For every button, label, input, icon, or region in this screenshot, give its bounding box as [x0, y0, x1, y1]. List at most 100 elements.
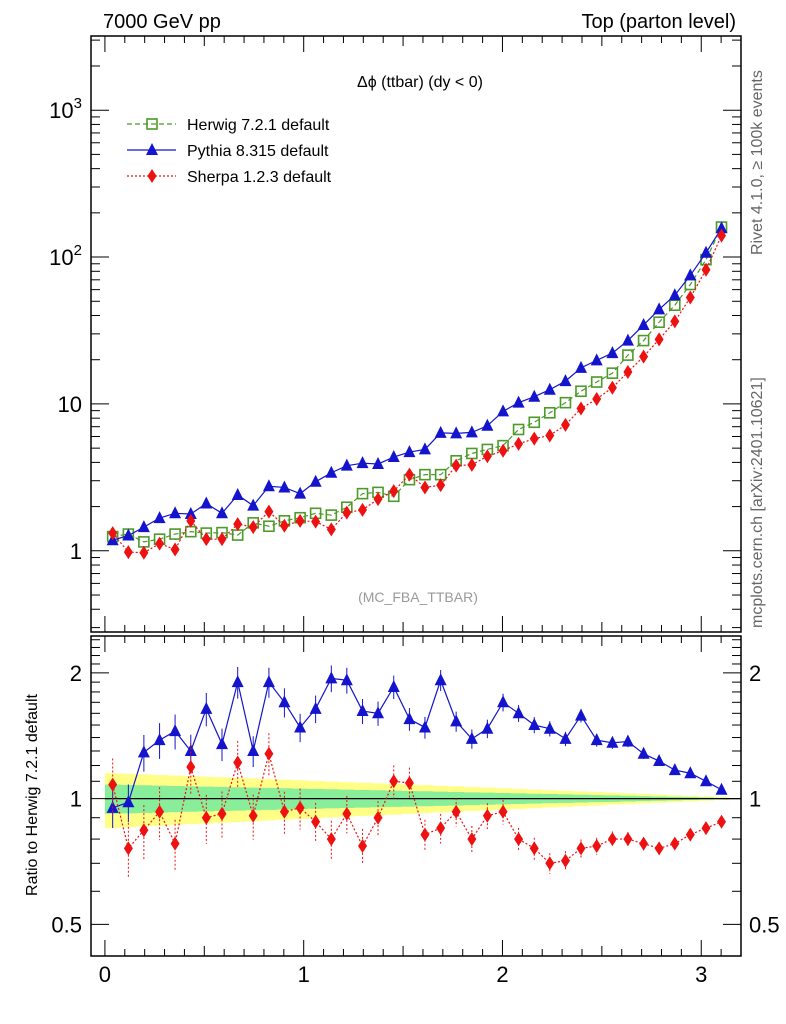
data-point: [574, 360, 587, 373]
ratio-point: [231, 675, 244, 688]
legend-label: Herwig 7.2.1 default: [187, 117, 330, 134]
ratio-point: [574, 708, 587, 721]
data-point: [356, 456, 369, 469]
ratio-point: [325, 671, 338, 684]
ratio-point: [418, 720, 431, 733]
ratio-point: [670, 836, 680, 851]
data-point: [639, 349, 649, 364]
data-point: [497, 404, 510, 417]
data-point: [590, 353, 603, 366]
data-point: [153, 511, 166, 524]
ratio-panel: 2 2 1 1 0.5 0.5 0 1 2 3 Ratio to Herwig 7.2.1 de…: [24, 635, 780, 987]
data-point: [108, 526, 118, 541]
ratio-point: [184, 743, 197, 756]
ratio-point: [279, 804, 289, 819]
ratio-point: [654, 841, 664, 856]
series-line: [112, 226, 723, 543]
ratio-point: [653, 754, 666, 767]
data-point: [295, 513, 305, 528]
main-ytick-label: 102: [49, 242, 82, 270]
ratio-point: [155, 804, 165, 819]
ratio-ytick-label: 0.5: [51, 912, 82, 937]
ratio-line: [112, 751, 722, 864]
legend-item: Herwig 7.2.1 default: [127, 117, 330, 134]
watermark: (MC_FBA_TTBAR): [358, 589, 478, 605]
legend-item: Pythia 8.315 default: [127, 143, 329, 160]
xtick-label: 0: [99, 962, 111, 987]
data-point: [201, 532, 211, 547]
ratio-ytick-label-right: 2: [749, 661, 761, 686]
ratio-point: [668, 763, 681, 776]
data-point: [419, 468, 431, 481]
ratio-point: [684, 766, 697, 779]
ratio-point: [436, 821, 446, 836]
data-point: [356, 487, 369, 500]
data-point: [170, 542, 180, 557]
data-point: [622, 349, 634, 361]
ratio-point: [340, 673, 353, 686]
legend-label: Sherpa 1.2.3 default: [187, 169, 332, 186]
data-point: [514, 436, 524, 451]
ratio-point: [262, 675, 275, 688]
data-point: [122, 528, 135, 541]
ratio-point: [559, 731, 572, 744]
data-point: [653, 316, 665, 329]
data-point: [326, 522, 336, 537]
data-point: [717, 228, 727, 243]
data-point: [387, 450, 400, 463]
data-point: [325, 509, 338, 521]
ratio-point: [233, 755, 243, 770]
series-line: [112, 235, 723, 554]
data-point: [668, 288, 681, 301]
main-ytick-label: 1: [70, 539, 82, 564]
data-point: [559, 396, 572, 409]
data-point: [623, 364, 633, 379]
data-point: [685, 290, 695, 305]
ratio-point: [592, 839, 602, 854]
ratio-point: [373, 810, 383, 825]
ratio-point: [278, 695, 291, 708]
data-point: [186, 513, 196, 528]
data-point: [576, 401, 586, 416]
rivet-version-label: Rivet 4.1.0, ≥ 100k events: [749, 70, 766, 255]
ratio-point: [498, 804, 508, 819]
data-point: [466, 447, 478, 460]
data-point: [184, 507, 197, 520]
ratio-ytick-label: 2: [70, 661, 82, 686]
ratio-point: [482, 808, 492, 823]
data-point: [606, 367, 619, 379]
ratio-point: [404, 775, 414, 790]
data-point: [512, 423, 525, 436]
ratio-point: [170, 836, 180, 851]
ratio-point: [153, 733, 166, 746]
ratio-point: [465, 731, 478, 744]
ratio-point: [685, 827, 695, 842]
ratio-point: [529, 841, 539, 856]
data-point: [404, 467, 414, 482]
data-point: [481, 418, 494, 431]
data-point: [139, 545, 149, 560]
header-left: 7000 GeV pp: [103, 11, 221, 33]
ratio-point: [217, 806, 227, 821]
ratio-point: [717, 814, 727, 829]
ratio-point: [528, 718, 541, 731]
ratio-point: [215, 737, 228, 750]
mcplots-label: mcplots.cern.ch [arXiv:2401.10621]: [749, 377, 766, 628]
ratio-point: [342, 806, 352, 821]
data-point: [450, 426, 463, 439]
data-point: [498, 443, 508, 458]
ratio-point: [356, 704, 369, 717]
header-right: Top (parton level): [581, 11, 736, 33]
ratio-point: [420, 827, 430, 842]
data-point: [389, 484, 399, 499]
series-2: [108, 228, 727, 560]
data-point: [403, 445, 416, 458]
ratio-point: [358, 839, 368, 854]
data-point: [200, 496, 213, 509]
ratio-point: [403, 712, 416, 725]
ratio-point: [326, 832, 336, 847]
ratio-point: [467, 832, 477, 847]
data-point: [436, 478, 446, 493]
ratio-point: [186, 760, 196, 775]
ratio-point: [311, 814, 321, 829]
